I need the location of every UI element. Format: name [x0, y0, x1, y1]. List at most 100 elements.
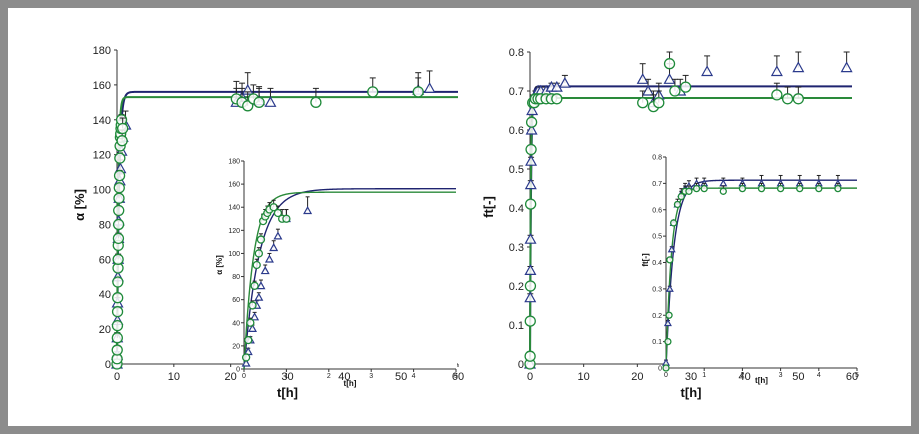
- data-point-circle: [113, 192, 125, 204]
- y-tick-label: 140: [93, 115, 111, 127]
- x-tick-label: 40: [338, 371, 350, 383]
- x-tick-label: 20: [631, 371, 643, 383]
- data-point-circle: [112, 253, 124, 265]
- data-point-circle: [112, 218, 125, 231]
- data-point-circle: [771, 89, 783, 101]
- data-point-circle: [282, 214, 291, 223]
- data-point-triangle: [526, 104, 539, 116]
- data-point-triangle: [264, 96, 277, 107]
- y-tick-label: 40: [232, 320, 240, 327]
- y-tick-label: 160: [93, 80, 111, 92]
- data-point-circle: [112, 292, 124, 304]
- data-point-circle: [776, 184, 785, 193]
- y-tick-label: 100: [228, 251, 240, 258]
- x-tick-label: 2: [740, 372, 744, 379]
- data-point-circle: [792, 93, 804, 105]
- y-tick-label: 20: [232, 343, 240, 350]
- data-point-circle: [248, 301, 257, 310]
- data-point-circle: [719, 187, 727, 195]
- y-tick-label: 0.7: [652, 181, 662, 188]
- x-tick-label: 5: [855, 372, 859, 379]
- y-tick-label: 0: [658, 366, 662, 373]
- data-point-circle: [757, 184, 766, 193]
- data-point-circle: [117, 122, 129, 135]
- y-tick-label: 0: [518, 359, 524, 371]
- y-tick-label: 60: [99, 254, 111, 266]
- data-point-triangle: [269, 242, 279, 252]
- data-point-circle: [781, 93, 794, 105]
- y-tick-label: 160: [228, 182, 240, 189]
- data-point-triangle: [525, 154, 538, 166]
- chart-ft-main: 00.10.20.30.40.50.60.70.80 10 20 30 40 50 60t[…: [481, 47, 858, 400]
- x-tick-label: 4: [412, 373, 416, 380]
- data-point-circle: [524, 280, 537, 292]
- data-point-circle: [679, 81, 692, 93]
- data-point-triangle: [241, 358, 251, 367]
- fit-curve-circles: [243, 191, 456, 370]
- data-point-circle: [796, 184, 804, 193]
- data-point-circle: [815, 184, 823, 193]
- x-tick-label: 30: [685, 371, 697, 383]
- data-point-circle: [700, 184, 708, 193]
- data-point-triangle: [254, 292, 264, 301]
- data-point-circle: [253, 96, 265, 108]
- y-tick-label: 20: [99, 324, 111, 336]
- x-tick-label: 60: [452, 371, 464, 383]
- y-tick-label: 0.8: [509, 47, 524, 59]
- data-point-circle: [669, 219, 678, 227]
- data-point-triangle: [663, 318, 672, 327]
- y-tick-label: 100: [93, 185, 111, 197]
- data-point-circle: [662, 364, 670, 372]
- data-point-circle: [244, 335, 253, 345]
- x-axis-label: t[h]: [344, 379, 357, 388]
- x-tick-label: 0: [114, 371, 120, 383]
- x-tick-label: 4: [817, 372, 821, 379]
- data-point-circle: [116, 135, 128, 147]
- data-point-circle: [665, 311, 673, 319]
- data-point-circle: [525, 143, 537, 156]
- x-tick-label: 0: [242, 373, 246, 380]
- data-point-circle: [273, 208, 283, 218]
- y-tick-label: 0.3: [509, 242, 524, 254]
- data-point-circle: [111, 344, 123, 356]
- x-tick-label: 3: [779, 372, 783, 379]
- data-point-triangle: [273, 231, 283, 240]
- data-point-circle: [738, 184, 747, 193]
- fit-curve-triangles: [665, 179, 857, 368]
- y-tick-label: 120: [228, 228, 240, 235]
- data-point-triangle: [524, 178, 537, 190]
- data-point-circle: [524, 198, 537, 210]
- fit-curve-circles: [116, 96, 458, 364]
- x-tick-label: 30: [281, 371, 293, 383]
- data-point-circle: [692, 184, 701, 193]
- data-point-triangle: [423, 82, 436, 93]
- y-tick-label: 0.8: [652, 155, 662, 162]
- data-point-circle: [664, 337, 672, 346]
- data-point-triangle: [247, 323, 257, 332]
- y-tick-label: 180: [228, 159, 240, 166]
- y-tick-label: 80: [99, 219, 111, 231]
- y-tick-label: 120: [93, 150, 111, 162]
- data-point-circle: [246, 318, 255, 327]
- data-point-triangle: [550, 80, 563, 92]
- data-point-circle: [111, 306, 124, 318]
- data-point-circle: [669, 85, 681, 97]
- y-tick-label: 0.2: [509, 281, 524, 293]
- data-point-circle: [111, 332, 123, 344]
- x-axis-label: t[h]: [681, 385, 702, 400]
- y-tick-label: 0: [105, 359, 111, 371]
- x-tick-label: 1: [284, 373, 288, 380]
- x-tick-label: 10: [578, 371, 590, 383]
- data-point-circle: [677, 192, 685, 201]
- y-tick-label: 80: [232, 274, 240, 281]
- y-axis-label: ft[-]: [481, 196, 496, 218]
- x-tick-label: 3: [369, 373, 373, 380]
- data-point-circle: [663, 58, 676, 70]
- x-tick-label: 20: [225, 371, 237, 383]
- data-point-triangle: [701, 65, 714, 77]
- data-point-circle: [412, 86, 424, 98]
- data-point-circle: [252, 260, 261, 270]
- data-point-circle: [525, 116, 538, 128]
- data-point-triangle: [264, 254, 274, 263]
